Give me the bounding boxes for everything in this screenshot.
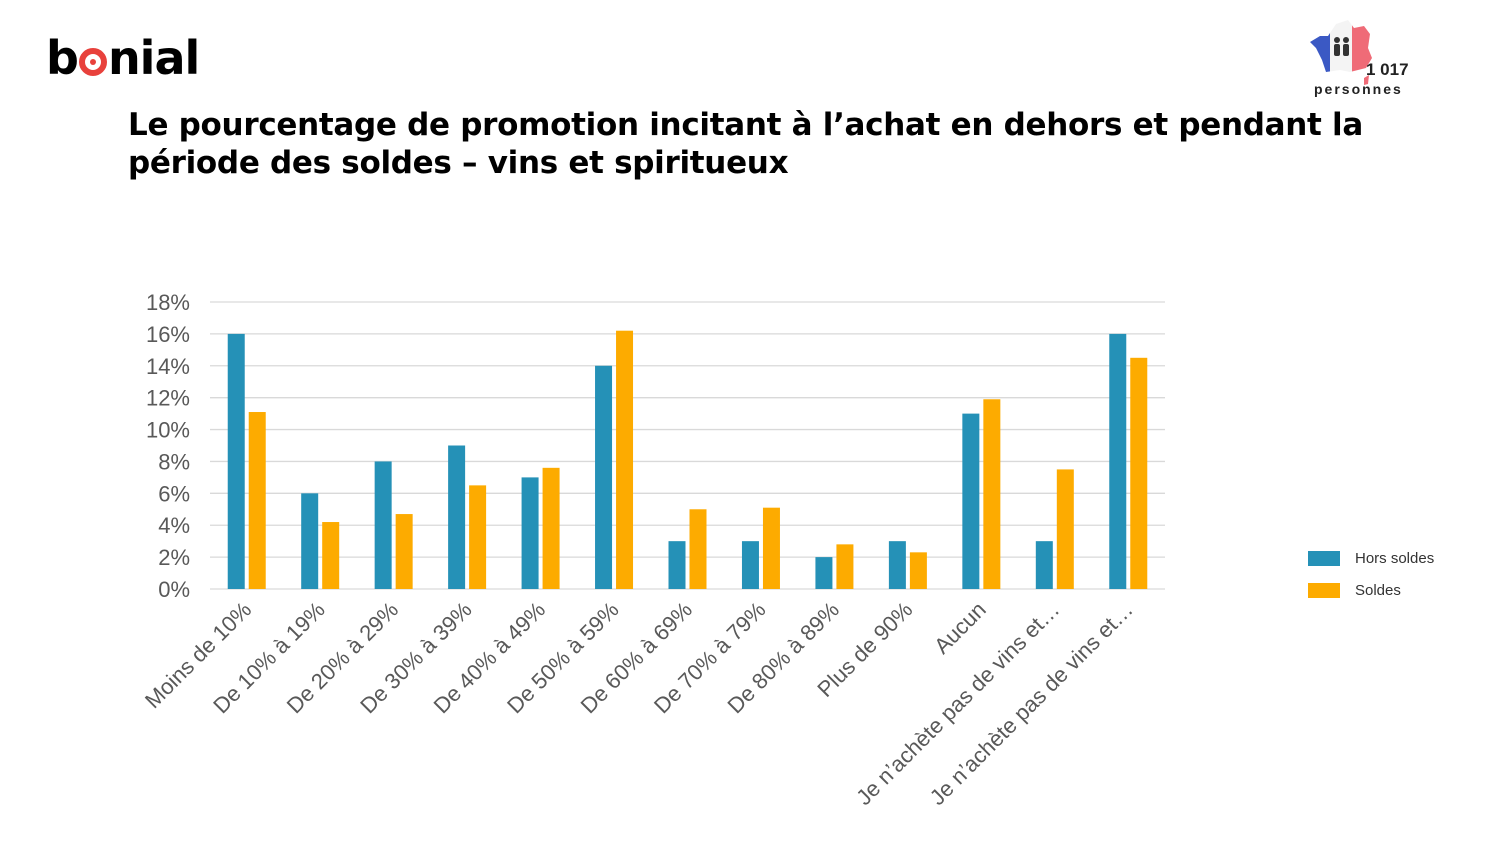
bar-hors-soldes — [521, 477, 539, 589]
logo-target-icon — [78, 48, 107, 76]
y-tick-label: 6% — [158, 481, 190, 506]
bar-soldes — [248, 412, 266, 589]
legend-label-soldes: Soldes — [1355, 581, 1401, 599]
bar-hors-soldes — [301, 493, 319, 589]
bar-hors-soldes — [1035, 541, 1053, 589]
bar-soldes — [983, 399, 1001, 589]
legend-label-hors-soldes: Hors soldes — [1355, 549, 1435, 567]
bar-soldes — [1130, 357, 1148, 589]
chart-legend: Hors soldes Soldes — [1308, 542, 1434, 606]
y-tick-label: 8% — [158, 449, 190, 474]
logo-text-nial: nial — [107, 31, 200, 85]
bonial-logo: b nial — [46, 30, 200, 86]
y-tick-label: 18% — [146, 290, 190, 315]
y-tick-label: 16% — [146, 322, 190, 347]
bar-hors-soldes — [448, 445, 466, 589]
bar-soldes — [1056, 469, 1074, 589]
y-tick-label: 14% — [146, 354, 190, 379]
legend-swatch-soldes — [1308, 582, 1340, 598]
bar-hors-soldes — [741, 541, 759, 589]
legend-swatch-hors-soldes — [1308, 550, 1340, 566]
y-tick-label: 2% — [158, 545, 190, 570]
y-tick-label: 10% — [146, 418, 190, 443]
bar-soldes — [395, 514, 413, 589]
y-tick-label: 0% — [158, 577, 190, 602]
bar-soldes — [542, 467, 560, 589]
bar-soldes — [909, 552, 927, 589]
bar-soldes — [836, 544, 854, 589]
bar-soldes — [762, 507, 780, 589]
bar-hors-soldes — [1109, 333, 1127, 589]
x-tick-label: Aucun — [929, 597, 991, 659]
y-tick-label: 12% — [146, 386, 190, 411]
bar-hors-soldes — [668, 541, 686, 589]
bar-hors-soldes — [962, 413, 980, 589]
legend-item-hors-soldes: Hors soldes — [1308, 542, 1434, 574]
bar-soldes — [689, 509, 707, 589]
bar-soldes — [469, 485, 487, 589]
bar-hors-soldes — [374, 461, 392, 589]
bar-hors-soldes — [815, 557, 833, 589]
legend-item-soldes: Soldes — [1308, 574, 1434, 606]
bar-soldes — [322, 522, 340, 589]
france-map-people-icon — [1310, 20, 1372, 85]
bar-soldes — [616, 330, 634, 589]
respondent-count: 1 017 — [1366, 60, 1409, 79]
page-title: Le pourcentage de promotion incitant à l… — [128, 107, 1364, 181]
bar-hors-soldes — [227, 333, 245, 589]
bar-hors-soldes — [888, 541, 906, 589]
logo-text-b: b — [46, 31, 79, 85]
y-tick-label: 4% — [158, 513, 190, 538]
bar-hors-soldes — [595, 365, 613, 589]
respondent-label: personnes — [1314, 81, 1403, 97]
